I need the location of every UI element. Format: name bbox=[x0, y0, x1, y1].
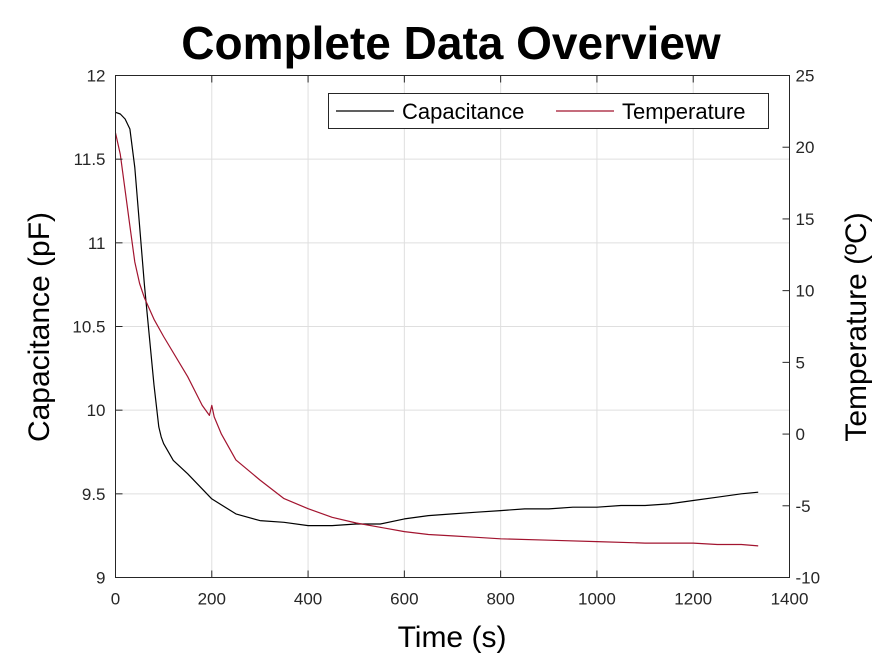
legend: Capacitance Temperature bbox=[328, 93, 769, 129]
x-tick-label: 600 bbox=[390, 590, 418, 609]
y-tick-label-right: 10 bbox=[796, 282, 815, 301]
ticks: 0 200 400 600 800 1000 1200 140099.51010.51111.… bbox=[72, 67, 820, 609]
x-tick-label: 1200 bbox=[674, 590, 712, 609]
y-tick-label-right: -10 bbox=[796, 569, 821, 588]
series-line-temperature bbox=[114, 132, 759, 547]
y-tick-label-right: -5 bbox=[796, 497, 811, 516]
x-tick-label: 200 bbox=[198, 590, 226, 609]
x-tick-label: 400 bbox=[294, 590, 322, 609]
y-tick-label-left: 11 bbox=[88, 234, 106, 253]
y-tick-label-left: 11.5 bbox=[74, 150, 106, 169]
y-tick-label-right: 20 bbox=[796, 138, 815, 157]
y-tick-label-right: 0 bbox=[796, 425, 805, 444]
y-tick-label-left: 9.5 bbox=[82, 485, 106, 504]
y-axis-label-left: Capacitance (pF) bbox=[23, 212, 56, 442]
y-tick-label-left: 9 bbox=[96, 569, 105, 588]
y-tick-label-right: 25 bbox=[796, 67, 815, 86]
x-axis-label: Time (s) bbox=[398, 621, 507, 654]
series-line-capacitance bbox=[115, 111, 759, 527]
legend-label-temperature: Temperature bbox=[622, 99, 746, 124]
legend-label-capacitance: Capacitance bbox=[402, 99, 524, 124]
y-tick-label-right: 15 bbox=[796, 210, 815, 229]
y-tick-label-left: 10 bbox=[87, 401, 106, 420]
x-tick-label: 1000 bbox=[578, 590, 616, 609]
x-tick-label: 800 bbox=[486, 590, 514, 609]
x-tick-label: 0 bbox=[111, 590, 120, 609]
grid bbox=[115, 75, 790, 578]
y-tick-label-right: 5 bbox=[796, 353, 805, 372]
y-tick-label-left: 10.5 bbox=[72, 318, 105, 337]
chart-title: Complete Data Overview bbox=[181, 17, 721, 69]
x-tick-label: 1400 bbox=[771, 590, 809, 609]
legend-box bbox=[328, 93, 769, 129]
series-layer bbox=[114, 111, 759, 547]
y-tick-label-left: 12 bbox=[87, 67, 106, 86]
y-axis-label-right: Temperature (ºC) bbox=[840, 212, 873, 441]
